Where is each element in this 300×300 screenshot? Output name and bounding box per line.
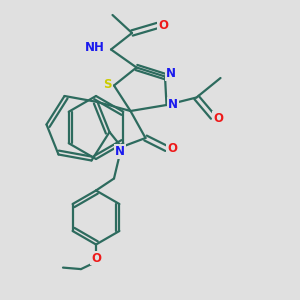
Text: NH: NH <box>85 40 104 54</box>
Text: O: O <box>91 251 101 265</box>
Text: N: N <box>168 98 178 111</box>
Text: O: O <box>158 19 168 32</box>
Text: O: O <box>167 142 177 155</box>
Text: S: S <box>103 77 112 91</box>
Text: O: O <box>213 112 224 125</box>
Text: N: N <box>115 145 125 158</box>
Text: N: N <box>166 67 176 80</box>
